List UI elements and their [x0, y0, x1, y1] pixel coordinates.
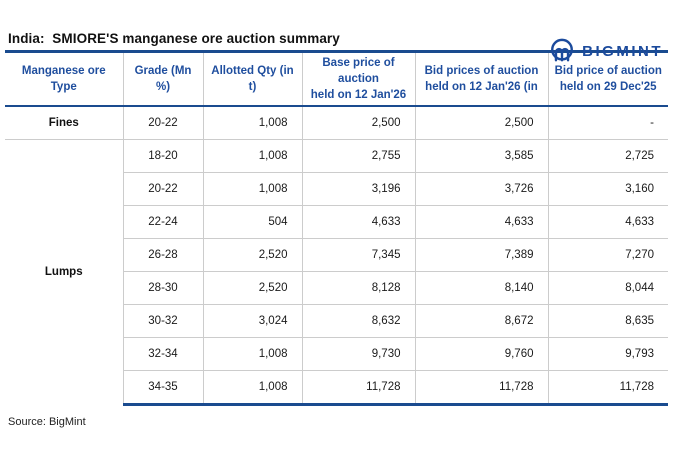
- bigmint-logo-text: BIGMINT: [582, 42, 663, 60]
- allotted-qty-cell: 1,008: [202, 370, 302, 406]
- column-header-label: Manganese ore Type: [21, 65, 106, 93]
- grade-cell: 32-34: [122, 337, 203, 371]
- grade-cell: 34-35: [122, 370, 203, 406]
- grade-cell: 26-28: [122, 238, 203, 272]
- allotted-qty-cell: 2,520: [202, 238, 302, 272]
- table-header-row: Manganese ore Type Grade (Mn %) Allotted…: [5, 50, 668, 107]
- bid-price-dec-cell: -: [547, 105, 668, 140]
- allotted-qty-cell: 2,520: [202, 271, 302, 305]
- ore-type-cell: Lumps: [5, 139, 123, 405]
- column-header-allotted-qty: Allotted Qty (in t): [202, 50, 302, 107]
- column-header-label: Base price of auction: [322, 57, 395, 85]
- bid-price-dec-cell: 4,633: [547, 205, 668, 239]
- column-header-label: Grade (Mn %): [134, 65, 192, 93]
- bid-price-jan-cell: 11,728: [414, 370, 548, 406]
- table-row-lumps: 26-28 2,520 7,345 7,389 7,270: [5, 238, 668, 272]
- column-header-bid-price-jan: Bid prices of auction held on 12 Jan'26 …: [414, 50, 548, 107]
- bigmint-logo: BIGMINT: [549, 38, 663, 64]
- base-price-cell: 2,500: [301, 105, 415, 140]
- column-header-label: Bid prices of auction: [424, 65, 539, 77]
- table-row-lumps: 28-30 2,520 8,128 8,140 8,044: [5, 271, 668, 305]
- allotted-qty-cell: 1,008: [202, 139, 302, 173]
- bid-price-dec-cell: 9,793: [547, 337, 668, 371]
- column-header-base-price: Base price of auction held on 12 Jan'26: [301, 50, 415, 107]
- ore-type-cell: Fines: [5, 105, 123, 140]
- grade-cell: 20-22: [122, 105, 203, 140]
- auction-summary-table: Manganese ore Type Grade (Mn %) Allotted…: [5, 50, 668, 406]
- column-header-label: held on 12 Jan'26: [310, 89, 407, 101]
- base-price-cell: 4,633: [301, 205, 415, 239]
- table-row-fines: Fines 20-22 1,008 2,500 2,500 -: [5, 105, 668, 140]
- grade-cell: 22-24: [122, 205, 203, 239]
- bid-price-jan-cell: 3,726: [414, 172, 548, 206]
- allotted-qty-cell: 1,008: [202, 172, 302, 206]
- bid-price-dec-cell: 8,044: [547, 271, 668, 305]
- table-row-lumps: 20-22 1,008 3,196 3,726 3,160: [5, 172, 668, 206]
- bid-price-jan-cell: 8,140: [414, 271, 548, 305]
- base-price-cell: 3,196: [301, 172, 415, 206]
- allotted-qty-cell: 504: [202, 205, 302, 239]
- report-page: BIGMINT India: SMIORE'S manganese ore au…: [0, 31, 673, 449]
- bid-price-jan-cell: 2,500: [414, 105, 548, 140]
- allotted-qty-cell: 3,024: [202, 304, 302, 338]
- table-row-lumps: Lumps 18-20 1,008 2,755 3,585 2,725: [5, 139, 668, 405]
- table-row-lumps: 32-34 1,008 9,730 9,760 9,793: [5, 337, 668, 371]
- column-header-grade: Grade (Mn %): [122, 50, 203, 107]
- grade-cell: 30-32: [122, 304, 203, 338]
- bid-price-dec-cell: 11,728: [547, 370, 668, 406]
- grade-cell: 28-30: [122, 271, 203, 305]
- table-row-lumps: 34-35 1,008 11,728 11,728 11,728: [5, 370, 668, 406]
- column-header-label: Bid price of auction: [554, 65, 662, 77]
- base-price-cell: 7,345: [301, 238, 415, 272]
- bid-price-jan-cell: 7,389: [414, 238, 548, 272]
- base-price-cell: 9,730: [301, 337, 415, 371]
- base-price-cell: 11,728: [301, 370, 415, 406]
- column-header-label: held on 12 Jan'26 (in: [425, 81, 538, 93]
- bid-price-jan-cell: 8,672: [414, 304, 548, 338]
- bid-price-jan-cell: 9,760: [414, 337, 548, 371]
- grade-cell: 20-22: [122, 172, 203, 206]
- column-header-type: Manganese ore Type: [5, 50, 123, 107]
- bid-price-dec-cell: 8,635: [547, 304, 668, 338]
- bid-price-jan-cell: 3,585: [414, 139, 548, 173]
- base-price-cell: 8,128: [301, 271, 415, 305]
- base-price-cell: 2,755: [301, 139, 415, 173]
- table-row-lumps: 30-32 3,024 8,632 8,672 8,635: [5, 304, 668, 338]
- base-price-cell: 8,632: [301, 304, 415, 338]
- bigmint-m-icon: [551, 38, 574, 62]
- column-header-label: Allotted Qty (in t): [211, 65, 294, 93]
- bid-price-dec-cell: 3,160: [547, 172, 668, 206]
- allotted-qty-cell: 1,008: [202, 105, 302, 140]
- bid-price-dec-cell: 7,270: [547, 238, 668, 272]
- bid-price-dec-cell: 2,725: [547, 139, 668, 173]
- table-row-lumps: 22-24 504 4,633 4,633 4,633: [5, 205, 668, 239]
- bid-price-jan-cell: 4,633: [414, 205, 548, 239]
- grade-cell: 18-20: [122, 139, 203, 173]
- allotted-qty-cell: 1,008: [202, 337, 302, 371]
- page-title: India: SMIORE'S manganese ore auction su…: [8, 31, 340, 46]
- column-header-label: held on 29 Dec'25: [559, 81, 657, 93]
